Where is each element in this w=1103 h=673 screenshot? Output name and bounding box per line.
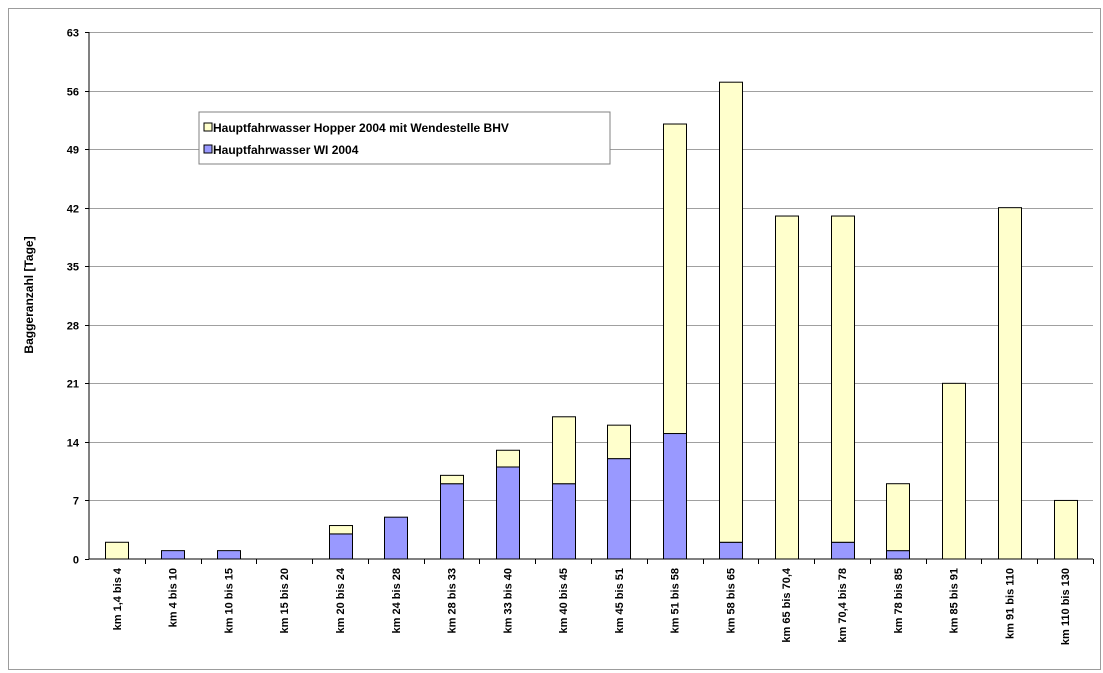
- bar-segment: [161, 550, 185, 560]
- x-tick-label: km 24 bis 28: [391, 568, 403, 633]
- y-axis-title: Baggeranzahl [Tage]: [22, 236, 36, 353]
- x-tick-label: km 10 bis 15: [223, 568, 235, 633]
- legend-box: [198, 111, 611, 165]
- x-tick-label: km 85 bis 91: [949, 568, 961, 633]
- bar-segment: [384, 516, 408, 560]
- x-tick-label: km 78 bis 85: [893, 568, 905, 633]
- y-tick-label: 63: [67, 28, 79, 40]
- legend-swatch-hopper: [203, 122, 213, 132]
- bar-segment: [719, 81, 743, 543]
- bar-segment: [942, 382, 966, 560]
- legend-swatch-wi: [203, 144, 213, 154]
- y-tick-labels: 0 7 14 21 28 35 42 49 56 63: [67, 28, 89, 567]
- y-tick-label: 42: [67, 204, 79, 216]
- y-tick-label: 14: [67, 438, 80, 450]
- y-tick-label: 7: [73, 496, 79, 508]
- bar-segment: [831, 541, 855, 560]
- bar-segment: [552, 416, 576, 485]
- legend-label-hopper: Hauptfahrwasser Hopper 2004 mit Wendeste…: [213, 121, 509, 135]
- bar-segment: [552, 483, 576, 560]
- bar-segment: [496, 449, 520, 468]
- x-tick-label: km 33 bis 40: [502, 568, 514, 633]
- x-tick-label: km 20 bis 24: [335, 567, 347, 633]
- bar-segment: [998, 207, 1022, 560]
- x-tick-label: km 58 bis 65: [725, 568, 737, 633]
- x-tick-label: km 4 bis 10: [168, 568, 180, 627]
- bar-segment: [663, 433, 687, 560]
- bars: [105, 81, 1078, 560]
- x-tick-labels: km 1,4 bis 4 km 4 bis 10 km 10 bis 15 km 15…: [112, 559, 1094, 645]
- bar-segment: [496, 466, 520, 560]
- x-tick-label: km 51 bis 58: [670, 568, 682, 633]
- y-tick-label: 28: [67, 321, 79, 333]
- bar-segment: [607, 424, 631, 460]
- x-tick-label: km 70,4 bis 78: [837, 568, 849, 643]
- x-tick-label: km 15 bis 20: [279, 568, 291, 633]
- bar-segment: [440, 474, 464, 485]
- x-tick-label: km 40 bis 45: [558, 568, 570, 633]
- legend: Hauptfahrwasser Hopper 2004 mit Wendeste…: [198, 111, 611, 165]
- bar-segment: [440, 483, 464, 560]
- bar-segment: [719, 541, 743, 560]
- bar-segment: [886, 483, 910, 552]
- bar-segment: [329, 533, 353, 560]
- y-tick-label: 49: [67, 145, 79, 157]
- x-tick-label: km 45 bis 51: [614, 568, 626, 633]
- y-tick-label: 35: [67, 262, 79, 274]
- bar-segment: [831, 215, 855, 543]
- bar-segment: [105, 541, 129, 560]
- bar-segment: [329, 525, 353, 535]
- grid-lines: [89, 32, 1093, 501]
- bar-segment: [217, 550, 241, 560]
- x-tick-label: km 110 bis 130: [1060, 568, 1072, 645]
- bar-segment: [663, 123, 687, 435]
- x-tick-label: km 28 bis 33: [447, 568, 459, 633]
- x-tick-label: km 65 bis 70,4: [781, 567, 793, 642]
- y-tick-label: 0: [73, 555, 79, 567]
- bar-segment: [775, 215, 799, 560]
- bar-segment: [607, 458, 631, 560]
- x-tick-label: km 1,4 bis 4: [112, 567, 124, 630]
- bar-segment: [1054, 499, 1078, 560]
- y-tick-label: 56: [67, 87, 79, 99]
- bar-segment: [886, 550, 910, 560]
- legend-label-wi: Hauptfahrwasser WI 2004: [213, 143, 359, 157]
- y-tick-label: 21: [67, 379, 79, 391]
- x-tick-label: km 91 bis 110: [1004, 568, 1016, 639]
